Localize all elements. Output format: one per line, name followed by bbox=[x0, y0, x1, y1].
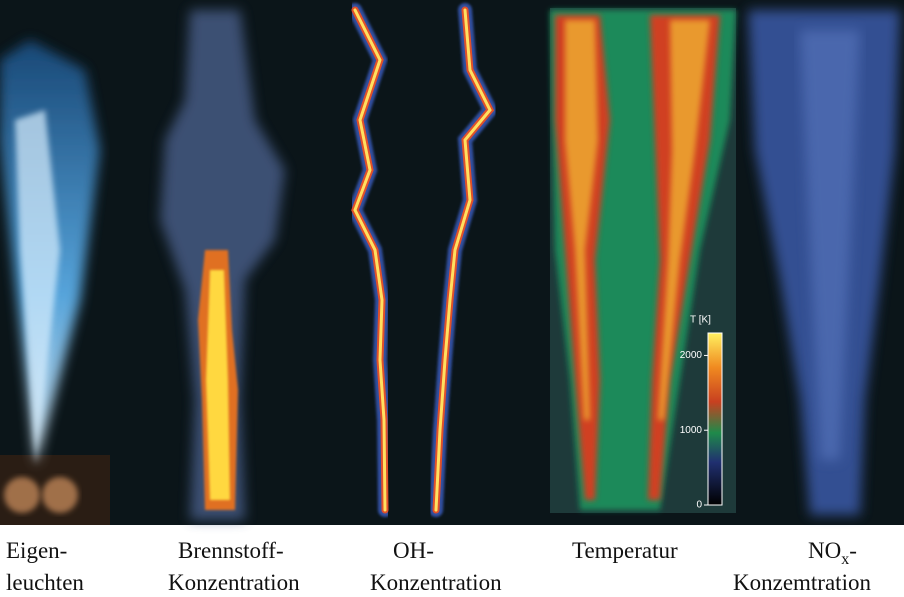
caption: leuchten bbox=[6, 570, 84, 595]
temperature-panel bbox=[550, 8, 736, 513]
caption-part: NO bbox=[808, 538, 841, 563]
colorbar-tick-label: 1000 bbox=[680, 425, 703, 436]
colorbar-title: T [K] bbox=[690, 315, 711, 326]
colorbar-tick-label: 0 bbox=[696, 500, 702, 511]
colorbar-tick-label: 2000 bbox=[680, 350, 703, 361]
figure: T [K] 0 1000 2000 Eigen- leuchten Brennstof… bbox=[0, 0, 904, 597]
caption: Konzentration bbox=[370, 570, 502, 595]
caption-subscript: x bbox=[841, 551, 849, 568]
caption: Eigen- bbox=[6, 538, 67, 563]
caption-part: - bbox=[849, 538, 857, 563]
caption: OH- bbox=[393, 538, 434, 563]
caption: Konzemtration bbox=[733, 570, 871, 595]
caption: Konzentration bbox=[168, 570, 300, 595]
caption: NOx- bbox=[808, 538, 857, 568]
colorbar bbox=[708, 333, 722, 505]
caption: Brennstoff- bbox=[178, 538, 284, 563]
caption: Temperatur bbox=[572, 538, 678, 563]
